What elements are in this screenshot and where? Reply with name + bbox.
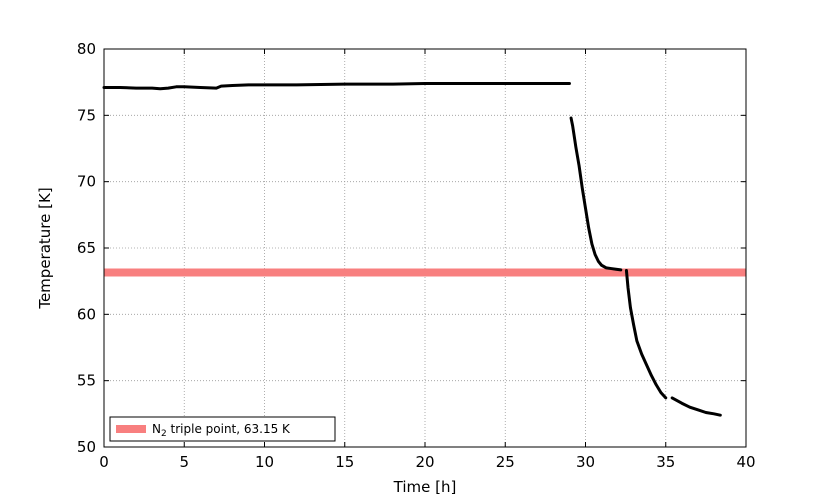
x-tick-label: 5: [179, 453, 189, 471]
legend-label-prefix: N: [152, 422, 161, 436]
x-tick-label: 35: [656, 453, 675, 471]
x-tick-label: 20: [415, 453, 434, 471]
x-axis-ticks: 0 5 10 15 20 25 30 35 40: [99, 49, 756, 471]
x-axis-label: Time [h]: [393, 478, 457, 496]
y-axis-label: Temperature [K]: [36, 187, 54, 309]
y-tick-label: 75: [77, 106, 96, 124]
y-tick-label: 65: [77, 239, 96, 257]
temperature-line-segment: [670, 396, 722, 417]
x-tick-label: 0: [99, 453, 109, 471]
y-tick-label: 70: [77, 173, 96, 191]
y-tick-label: 55: [77, 372, 96, 390]
legend-box: [109, 416, 336, 442]
legend: N2 triple point, 63.15 K: [109, 416, 336, 442]
temperature-line-segment: [102, 81, 571, 91]
x-tick-label: 15: [335, 453, 354, 471]
x-tick-label: 40: [736, 453, 755, 471]
y-tick-label: 60: [77, 305, 96, 323]
y-tick-label: 50: [77, 438, 96, 456]
legend-label-subscript: 2: [161, 429, 167, 439]
x-tick-label: 10: [255, 453, 274, 471]
temperature-line-segment: [569, 116, 623, 272]
y-axis-ticks: 50 55 60 65 70 75 80: [77, 40, 746, 456]
y-tick-label: 80: [77, 40, 96, 58]
data-series: [102, 81, 722, 417]
x-tick-label: 25: [496, 453, 515, 471]
legend-label-suffix: triple point, 63.15 K: [167, 422, 291, 436]
temperature-line-segment: [624, 269, 668, 400]
legend-label: N2 triple point, 63.15 K: [152, 422, 291, 439]
grid-lines: [104, 49, 746, 447]
x-tick-label: 30: [576, 453, 595, 471]
